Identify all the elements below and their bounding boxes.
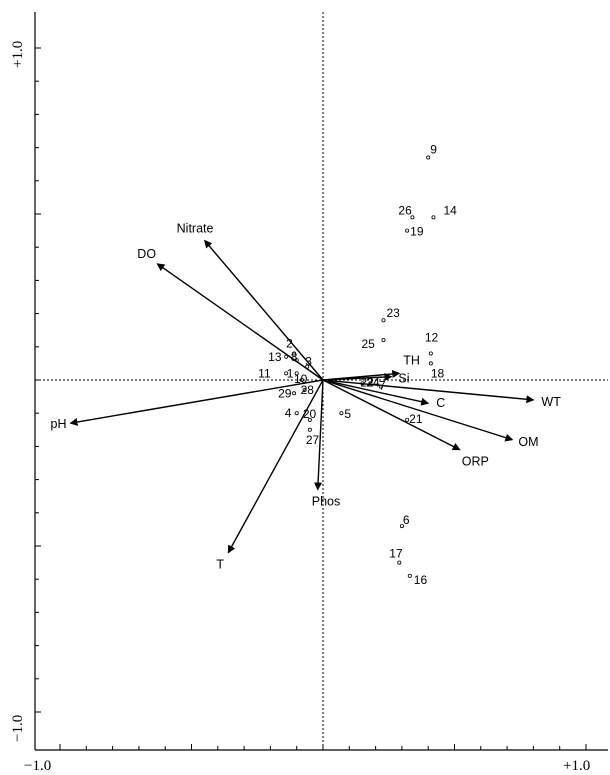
site-label-26: 26 (398, 203, 412, 217)
site-point-3 (305, 364, 310, 369)
site-label-14: 14 (443, 203, 457, 217)
site-label-7: 7 (379, 379, 386, 393)
arrow-label-wt: WT (541, 395, 561, 409)
site-point-10 (299, 377, 304, 382)
x-axis-ticks (59, 744, 587, 750)
site-point-12 (428, 351, 433, 356)
site-label-24: 24 (366, 375, 380, 389)
site-label-28: 28 (301, 383, 315, 397)
site-point-20 (307, 417, 312, 422)
site-label-27: 27 (306, 433, 320, 447)
site-point-11 (284, 371, 289, 376)
arrow-label-om: OM (518, 435, 538, 449)
y-tick-label-max: +1.0 (10, 41, 26, 68)
arrow-ph (69, 379, 324, 426)
site-label-9: 9 (430, 143, 437, 157)
site-label-13: 13 (268, 350, 282, 364)
arrow-label-t: T (216, 558, 224, 572)
arrow-om (322, 379, 514, 442)
arrow-label-ph: pH (51, 417, 67, 431)
arrow-c (322, 379, 430, 406)
site-point-1 (294, 371, 299, 376)
arrow-wt (322, 379, 535, 404)
site-label-21: 21 (409, 412, 423, 426)
arrow-do (156, 263, 324, 381)
arrow-label-si: Si (398, 372, 409, 386)
site-point-29 (292, 391, 297, 396)
site-label-2: 2 (286, 336, 293, 350)
site-label-5: 5 (344, 407, 351, 421)
site-point-25 (381, 338, 386, 343)
arrow-si (322, 373, 393, 382)
arrow-nitrate (204, 239, 324, 381)
site-label-29: 29 (278, 386, 292, 400)
site-label-20: 20 (303, 407, 317, 421)
site-point-28 (302, 387, 307, 392)
x-tick-label-max: +1.0 (563, 758, 590, 774)
arrow-label-c: C (436, 396, 445, 410)
site-point-7 (378, 384, 383, 389)
arrow-orp (322, 379, 461, 451)
site-point-13 (284, 354, 289, 359)
site-point-19 (405, 228, 410, 233)
site-point-16 (407, 573, 412, 578)
site-label-10: 10 (294, 372, 308, 386)
site-label-19: 19 (410, 225, 424, 239)
site-point-26 (410, 215, 415, 220)
arrow-label-orp: ORP (462, 455, 489, 469)
site-label-1: 1 (287, 366, 294, 380)
arrow-label-th: TH (403, 353, 420, 367)
site-label-3: 3 (305, 355, 312, 369)
arrow-phos (314, 379, 324, 491)
site-point-8 (294, 358, 299, 363)
site-label-16: 16 (414, 573, 428, 587)
arrow-t (227, 379, 324, 554)
arrow-label-do: DO (137, 247, 156, 261)
site-label-22: 22 (360, 375, 374, 389)
site-point-2 (292, 351, 297, 356)
site-label-12: 12 (425, 330, 439, 344)
site-point-21 (405, 417, 410, 422)
site-label-4: 4 (285, 406, 292, 420)
site-label-25: 25 (361, 337, 375, 351)
site-point-27 (307, 427, 312, 432)
site-point-6 (399, 524, 404, 529)
site-label-18: 18 (431, 366, 445, 380)
site-point-17 (397, 560, 402, 565)
site-point-22 (360, 381, 365, 386)
site-point-23 (381, 318, 386, 323)
x-tick-label-min: −1.0 (24, 758, 51, 774)
arrow-label-nitrate: Nitrate (177, 222, 214, 236)
arrow-label-phos: Phos (312, 495, 341, 509)
site-label-17: 17 (389, 547, 403, 561)
site-point-24 (368, 381, 373, 386)
site-label-23: 23 (386, 306, 400, 320)
site-point-18 (428, 361, 433, 366)
site-point-5 (339, 411, 344, 416)
y-tick-label-min: −1.0 (10, 715, 26, 742)
site-label-8: 8 (291, 350, 298, 364)
site-point-4 (294, 411, 299, 416)
site-label-6: 6 (403, 513, 410, 527)
site-label-11: 11 (258, 366, 271, 380)
site-point-14 (431, 215, 436, 220)
y-axis-ticks (35, 47, 41, 713)
site-point-9 (426, 155, 431, 160)
